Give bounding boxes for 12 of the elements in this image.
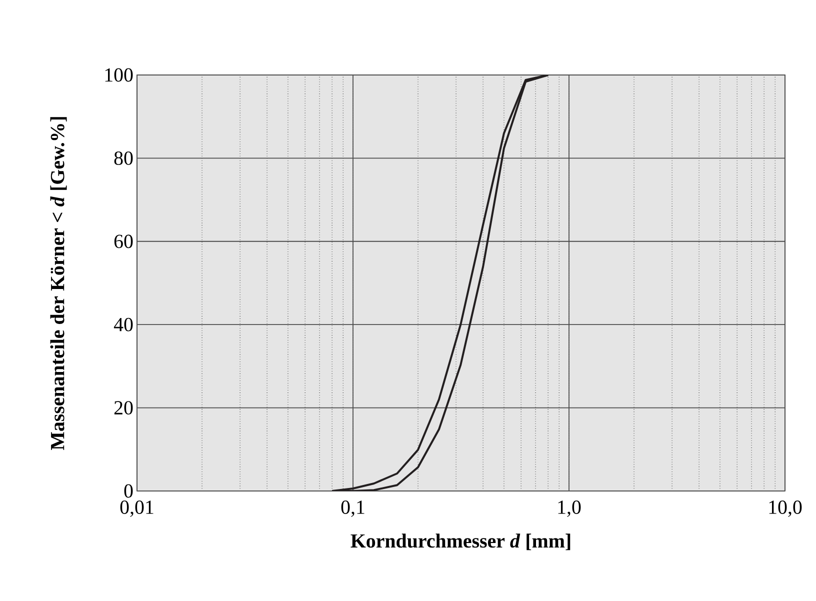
x-tick-label: 10,0 — [769, 500, 802, 517]
y-tick-label: 60 — [114, 234, 133, 248]
y-tick-label: 80 — [114, 151, 133, 165]
x-axis-title: Korndurchmesser d [mm] — [350, 534, 570, 550]
x-tick-label: 1,0 — [558, 500, 581, 517]
y-tick-label: 40 — [114, 318, 133, 332]
x-tick-label: 0,1 — [341, 500, 364, 517]
y-tick-label: 20 — [114, 401, 133, 414]
y-axis-title: Massenanteile der Körner < d [Gew.%] — [50, 117, 67, 450]
y-tick-label: 0 — [124, 484, 133, 498]
x-tick-label: 0,01 — [120, 500, 154, 517]
y-tick-label: 100 — [105, 68, 133, 82]
